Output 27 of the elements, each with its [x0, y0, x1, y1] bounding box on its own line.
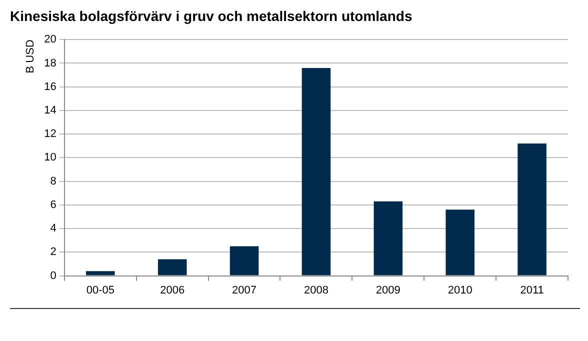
y-tick-label: 14	[44, 104, 56, 116]
x-tick-label: 2009	[376, 284, 400, 296]
y-tick-label: 16	[44, 80, 56, 93]
bar	[374, 201, 403, 276]
bar	[446, 210, 474, 276]
y-tick-label: 8	[50, 175, 56, 188]
bar	[158, 259, 187, 276]
x-tick-label: 2007	[232, 284, 257, 296]
x-tick-label: 2008	[304, 284, 328, 296]
y-tick-label: 20	[44, 34, 56, 46]
x-tick-label: 2006	[160, 284, 185, 296]
y-tick-label: 12	[44, 128, 56, 140]
bar	[86, 271, 115, 276]
y-tick-label: 4	[50, 222, 56, 235]
x-tick-label: 2010	[448, 284, 472, 296]
bar	[518, 144, 546, 276]
y-tick-label: 0	[50, 270, 56, 282]
bar	[230, 246, 259, 276]
y-tick-label: 6	[50, 198, 56, 211]
bar	[302, 68, 331, 276]
y-tick-label: 18	[44, 57, 56, 70]
x-tick-label: 00-05	[86, 284, 114, 296]
chart-title: Kinesiska bolagsförvärv i gruv och metallsektorn utomlands	[10, 8, 412, 24]
y-tick-label: 10	[44, 152, 56, 164]
x-tick-label: 2011	[520, 284, 544, 296]
y-axis-title: B USD	[24, 40, 37, 74]
y-tick-label: 2	[50, 246, 56, 258]
